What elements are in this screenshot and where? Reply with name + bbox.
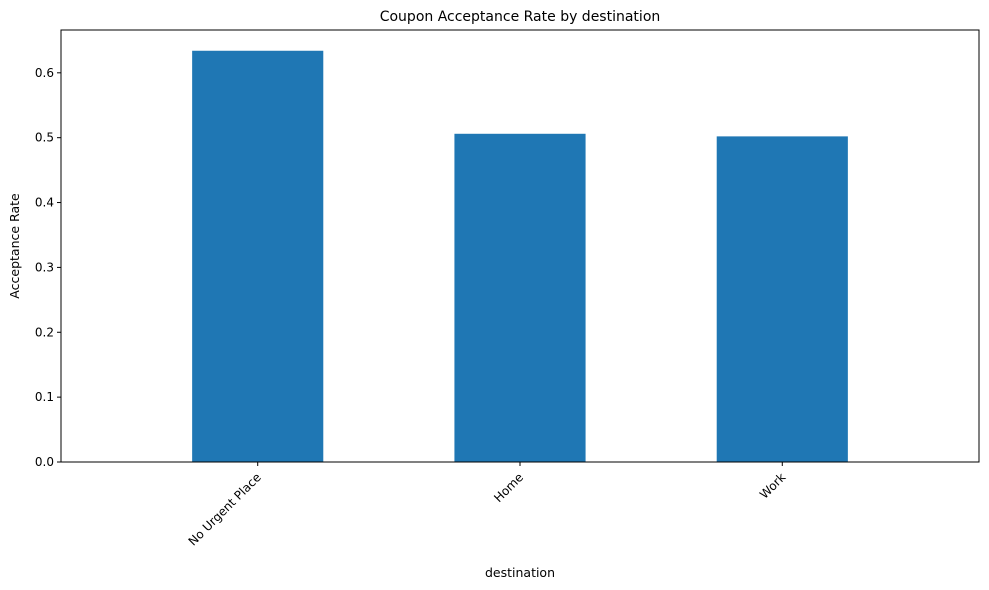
chart-title: Coupon Acceptance Rate by destination: [380, 9, 661, 25]
bars-group: [192, 50, 848, 463]
y-tick-label: 0.5: [35, 131, 54, 145]
y-tick-label: 0.3: [35, 260, 54, 274]
y-tick-label: 0.0: [35, 455, 54, 469]
x-axis-label: destination: [485, 565, 555, 580]
y-tick-label: 0.4: [35, 196, 54, 210]
bar-no-urgent-place: [192, 50, 324, 463]
plot-frame: [60, 29, 980, 463]
y-axis-ticks: 0.0 0.1 0.2 0.3 0.4 0.5 0.6: [35, 66, 61, 469]
bar-home: [454, 133, 586, 462]
y-tick-label: 0.2: [35, 325, 54, 339]
bar-work: [716, 136, 848, 463]
y-tick-label: 0.6: [35, 66, 54, 80]
y-axis-label: Acceptance Rate: [7, 193, 22, 299]
y-tick-label: 0.1: [35, 390, 54, 404]
